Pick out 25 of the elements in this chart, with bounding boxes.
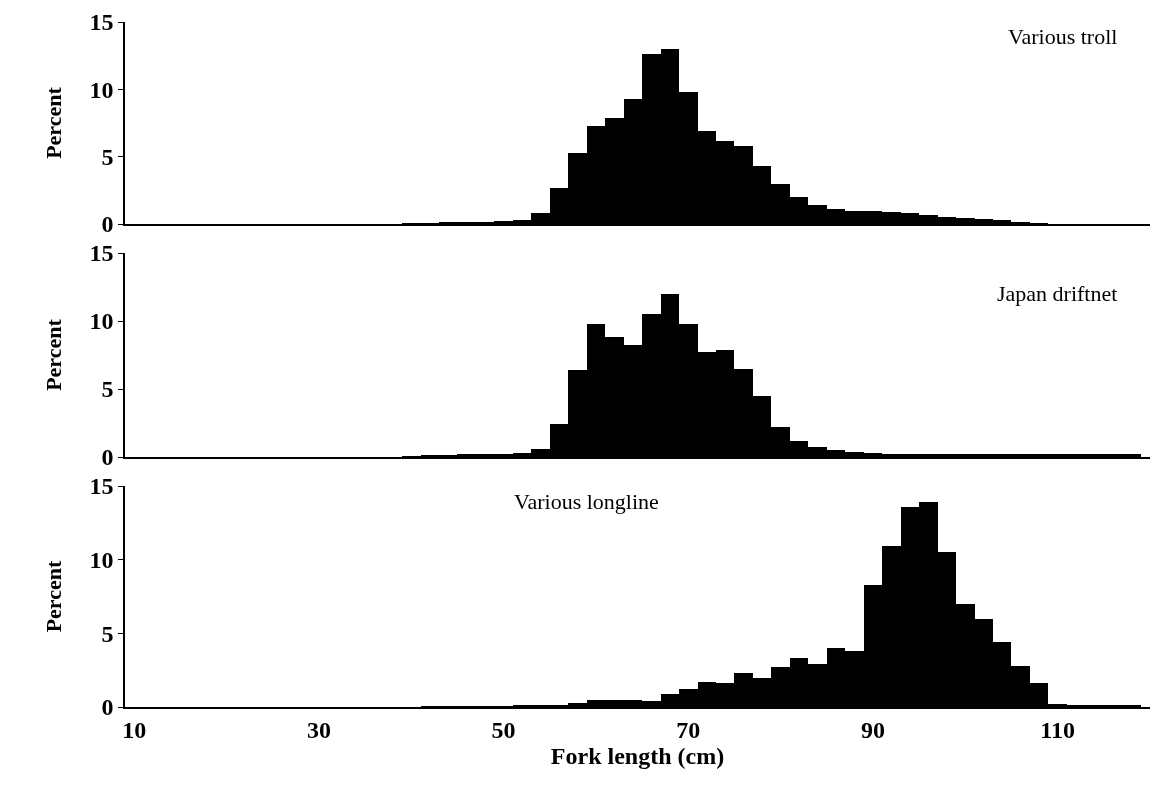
chart-title: Various longline <box>514 489 659 514</box>
y-axis-title: Percent <box>40 560 66 633</box>
x-tick-label: 30 <box>306 716 331 743</box>
y-tick-label: 10 <box>89 308 114 335</box>
y-tick-label: 5 <box>101 376 114 403</box>
x-tick-label: 110 <box>1040 716 1075 743</box>
y-axis-title: Percent <box>40 86 66 159</box>
text: Japan driftnet <box>997 281 1118 306</box>
y-tick-label: 15 <box>89 9 114 36</box>
y-tick-label: 15 <box>89 240 114 267</box>
x-tick-label: 50 <box>491 716 516 743</box>
y-tick-label: 0 <box>101 211 114 238</box>
y-tick-label: 10 <box>89 76 114 103</box>
x-tick-label: 10 <box>122 716 147 743</box>
y-axis-title: Percent <box>40 318 66 391</box>
x-tick-label: 70 <box>676 716 701 743</box>
y-tick-label: 5 <box>101 620 114 647</box>
y-tick-label: 15 <box>89 473 114 500</box>
y-tick-label: 0 <box>101 694 114 721</box>
x-tick-label: 90 <box>860 716 885 743</box>
y-tick-label: 10 <box>89 547 114 574</box>
y-tick-label: 0 <box>101 444 114 471</box>
chart-title: Various troll <box>1008 24 1118 49</box>
x-axis-title: Fork length (cm) <box>550 742 725 769</box>
y-tick-label: 5 <box>101 144 114 171</box>
